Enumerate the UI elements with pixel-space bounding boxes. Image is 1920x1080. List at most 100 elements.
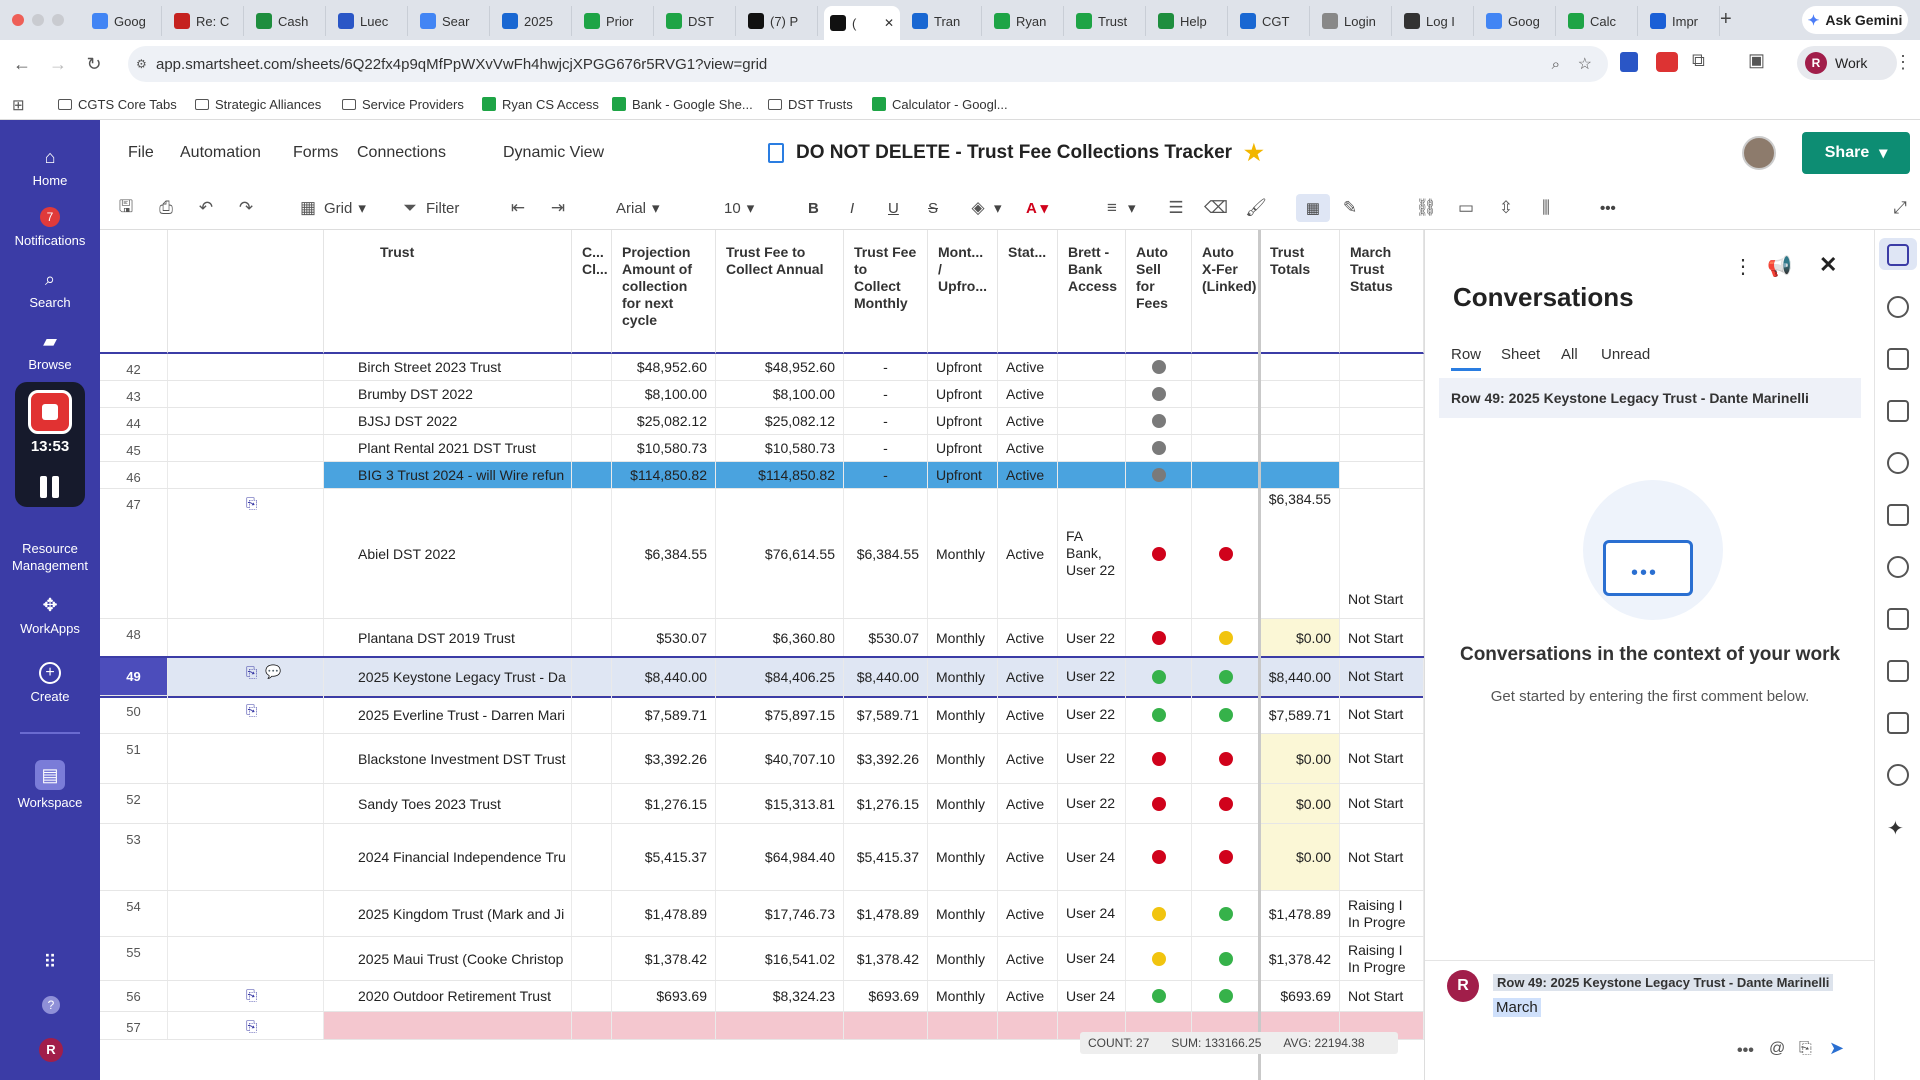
close-icon[interactable]: ✕: [1819, 252, 1838, 277]
march-cell[interactable]: Not Start: [1340, 824, 1424, 890]
trust-cell[interactable]: Blackstone Investment DST Trust: [324, 734, 572, 783]
monthly-cell[interactable]: -: [844, 435, 928, 461]
trust-cell[interactable]: Plant Rental 2021 DST Trust: [324, 435, 572, 461]
monthly-cell[interactable]: [844, 1012, 928, 1039]
italic-icon[interactable]: I: [850, 199, 855, 217]
bank-cell[interactable]: User 22: [1058, 696, 1126, 733]
status-cell[interactable]: Active: [998, 981, 1058, 1011]
auto-sell-cell[interactable]: [1126, 784, 1192, 823]
ai-sparkle-icon[interactable]: ✦: [1887, 818, 1904, 840]
summary-icon[interactable]: [1887, 556, 1909, 578]
column-header[interactable]: Trust Fee to Collect Monthly: [844, 230, 928, 354]
cl-cell[interactable]: [572, 784, 612, 823]
trust-cell[interactable]: BJSJ DST 2022: [324, 408, 572, 434]
monthly-cell[interactable]: $1,378.42: [844, 937, 928, 980]
proj-cell[interactable]: $6,384.55: [612, 489, 716, 618]
redo-icon[interactable]: ↷: [238, 198, 254, 217]
view-selector[interactable]: ▦ Grid ▾: [299, 198, 366, 217]
profile-button[interactable]: R Work: [1797, 46, 1897, 80]
monthly-cell[interactable]: -: [844, 381, 928, 407]
proj-cell[interactable]: $5,415.37: [612, 824, 716, 890]
status-cell[interactable]: Active: [998, 408, 1058, 434]
attachment-icon[interactable]: ⎘: [246, 495, 258, 511]
freq-cell[interactable]: Monthly: [928, 658, 998, 695]
fullscreen-icon[interactable]: ⤢: [1893, 198, 1907, 217]
row-number[interactable]: 56: [100, 981, 168, 1011]
column-header[interactable]: Trust: [324, 230, 572, 354]
trust-cell[interactable]: Abiel DST 2022: [324, 489, 572, 618]
help-icon[interactable]: ?: [42, 996, 60, 1014]
annual-cell[interactable]: $64,984.40: [716, 824, 844, 890]
row-height-icon[interactable]: ⇳: [1498, 198, 1514, 217]
outdent-icon[interactable]: ⇤: [510, 198, 526, 217]
annual-cell[interactable]: $15,313.81: [716, 784, 844, 823]
highlight-changes-icon[interactable]: ✎: [1342, 198, 1358, 217]
march-cell[interactable]: Raising I In Progre: [1340, 937, 1424, 980]
column-header[interactable]: Trust Fee to Collect Annual: [716, 230, 844, 354]
freq-cell[interactable]: Upfront: [928, 435, 998, 461]
proj-cell[interactable]: $693.69: [612, 981, 716, 1011]
totals-cell[interactable]: $6,384.55: [1260, 489, 1340, 618]
table-row[interactable]: 43 Brumby DST 2022 $8,100.00 $8,100.00- Upfr…: [100, 381, 1424, 408]
collaborator-avatar[interactable]: [1742, 136, 1776, 170]
status-cell[interactable]: [998, 1012, 1058, 1039]
bank-cell[interactable]: [1058, 354, 1126, 380]
proj-cell[interactable]: $48,952.60: [612, 354, 716, 380]
row-number[interactable]: 44: [100, 408, 168, 434]
reload-icon[interactable]: ↻: [86, 53, 102, 74]
bank-cell[interactable]: [1058, 462, 1126, 488]
close-window-icon[interactable]: [12, 14, 24, 26]
auto-xfer-cell[interactable]: [1192, 784, 1260, 823]
status-cell[interactable]: Active: [998, 489, 1058, 618]
activity-log-icon[interactable]: [1887, 452, 1909, 474]
status-cell[interactable]: Active: [998, 435, 1058, 461]
table-row[interactable]: 45 Plant Rental 2021 DST Trust $10,580.73 $…: [100, 435, 1424, 462]
browser-tab[interactable]: Goog: [1480, 6, 1556, 36]
table-row[interactable]: 42 Birch Street 2023 Trust $48,952.60 $48,9…: [100, 354, 1424, 381]
auto-sell-cell[interactable]: [1126, 891, 1192, 936]
march-cell[interactable]: [1340, 462, 1424, 488]
proj-cell[interactable]: $7,589.71: [612, 696, 716, 733]
auto-xfer-cell[interactable]: [1192, 981, 1260, 1011]
menu-forms[interactable]: Forms: [293, 144, 339, 161]
format-painter-icon[interactable]: 🖌: [1245, 198, 1267, 217]
proj-cell[interactable]: $25,082.12: [612, 408, 716, 434]
bookmark-item[interactable]: CGTS Core Tabs: [58, 94, 177, 114]
auto-xfer-cell[interactable]: [1192, 937, 1260, 980]
tab-all[interactable]: All: [1561, 346, 1578, 363]
auto-sell-cell[interactable]: [1126, 435, 1192, 461]
proj-cell[interactable]: $8,100.00: [612, 381, 716, 407]
proj-cell[interactable]: $3,392.26: [612, 734, 716, 783]
menu-automation[interactable]: Automation: [180, 144, 261, 161]
comment-icon[interactable]: 💬: [265, 664, 282, 679]
proj-cell[interactable]: $1,276.15: [612, 784, 716, 823]
bank-cell[interactable]: User 22: [1058, 784, 1126, 823]
table-row[interactable]: 53 2024 Financial Independence Tru $5,415.…: [100, 824, 1424, 891]
totals-cell[interactable]: [1260, 462, 1340, 488]
row-number[interactable]: 49: [100, 658, 168, 695]
totals-cell[interactable]: [1260, 408, 1340, 434]
proj-cell[interactable]: $530.07: [612, 619, 716, 657]
send-icon[interactable]: ➤: [1829, 1038, 1845, 1058]
status-cell[interactable]: Active: [998, 354, 1058, 380]
march-cell[interactable]: [1340, 435, 1424, 461]
totals-cell[interactable]: $8,440.00: [1260, 658, 1340, 695]
browser-menu-icon[interactable]: ⋮: [1894, 52, 1912, 72]
bookmark-item[interactable]: DST Trusts: [768, 94, 853, 114]
attachment-icon[interactable]: ⎘: [246, 987, 258, 1003]
browser-tab[interactable]: Impr: [1644, 6, 1720, 36]
auto-sell-cell[interactable]: [1126, 354, 1192, 380]
march-cell[interactable]: Not Start: [1340, 696, 1424, 733]
comment-input[interactable]: Row 49: 2025 Keystone Legacy Trust - Dan…: [1493, 974, 1873, 1044]
freq-cell[interactable]: Upfront: [928, 354, 998, 380]
totals-cell[interactable]: $0.00: [1260, 619, 1340, 657]
bank-cell[interactable]: User 22: [1058, 734, 1126, 783]
bank-cell[interactable]: User 22: [1058, 619, 1126, 657]
row-reference[interactable]: Row 49: 2025 Keystone Legacy Trust - Dan…: [1439, 378, 1861, 418]
totals-cell[interactable]: $0.00: [1260, 734, 1340, 783]
totals-cell[interactable]: $693.69: [1260, 981, 1340, 1011]
proj-cell[interactable]: $8,440.00: [612, 658, 716, 695]
bookmark-item[interactable]: Bank - Google She...: [612, 94, 753, 114]
bookmark-item[interactable]: Calculator - Googl...: [872, 94, 1008, 114]
nav-notifications[interactable]: 7 Notifications: [0, 206, 100, 248]
